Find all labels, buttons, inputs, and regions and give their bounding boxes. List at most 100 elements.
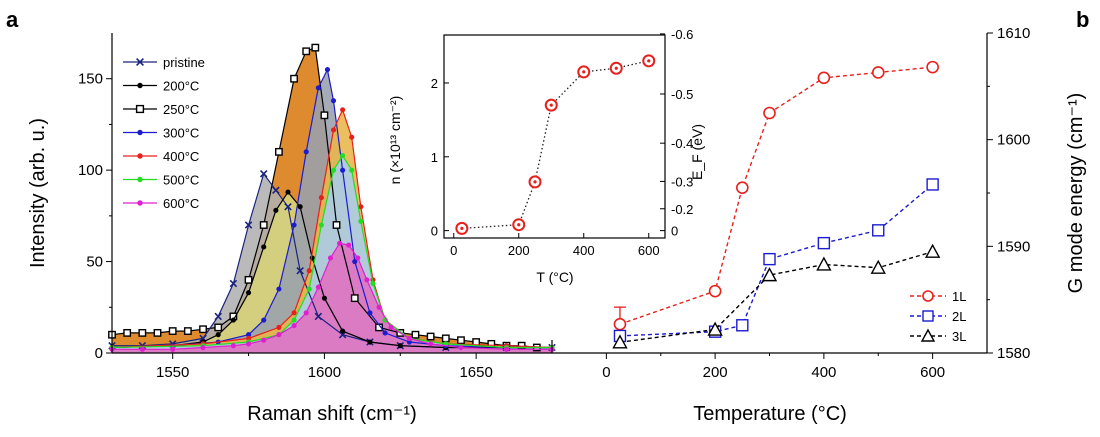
spectrum-point [272,186,280,195]
g-mode-line [619,251,933,343]
spectrum-point [355,255,361,261]
g-mode-point [817,236,831,250]
spectrum-point [276,332,282,338]
g-mode-point [736,181,749,194]
spectrum-point [332,221,341,229]
x-tick-label: 0 [602,364,610,381]
legend-marker [136,58,144,66]
g-mode-point [763,252,776,266]
spectrum-point [426,332,435,341]
inset-point-center [582,70,586,74]
spectrum-point [364,277,370,283]
spectrum-point [200,344,206,351]
y-tick-label: 150 [78,71,103,88]
spectrum-point [230,343,236,349]
spectrum-point [318,195,324,201]
inset-background [432,30,670,240]
spectrum-point [296,266,304,275]
g-mode-point [736,319,749,332]
spectrum-point [346,242,352,248]
spectrum-point [397,343,403,349]
spectrum-point [458,344,464,351]
spectrum-point [358,204,364,210]
g-mode-point [707,321,723,336]
inset-point-center [517,223,521,227]
legend-label: 300°C [163,126,199,141]
inset-y2-tick-label: -0.4 [671,136,693,151]
spectrum-point [314,312,323,321]
inset-point-center [647,59,651,63]
y-tick-label: 1610 [997,25,1030,42]
legend-label: 500°C [163,173,199,188]
spectra-legend: pristine 200°C 250°C 300°C 400°C 500°C 600°C [123,55,205,211]
legend-marker [137,129,143,136]
spectrum-point [324,67,331,73]
spectrum-point [306,286,312,292]
spectrum-point [367,339,373,345]
spectrum-point [315,284,321,290]
spectrum-point [320,111,329,120]
spectrum-point [138,341,147,350]
inset-point [609,61,623,75]
legend-label: 200°C [163,79,199,94]
spectrum-point [382,330,388,336]
spectrum-point [330,127,337,133]
x-tick-label: 1650 [459,364,492,381]
legend-marker [137,82,143,89]
legend-label: pristine [163,55,205,70]
spectrum-point [406,335,412,341]
spectrum-point [406,339,412,345]
spectrum-point [291,323,297,329]
inset-point [528,175,542,189]
inset-y-tick-label: 2 [431,76,438,91]
g-mode-point [708,284,722,298]
spectrum-point-stroke [199,334,207,343]
spectrum-point [291,222,297,228]
x-tick-label: 600 [920,364,945,381]
inset-axes: 0 200 400 600 0 1 2 0 -0.2 -0.3 -0.4 -0.5 -0.6 T (°C)… [387,27,705,285]
x-axis-title: Raman shift (cm⁻¹) [247,403,416,425]
inset-y-axis-title: n (×10¹³ cm⁻²) [387,96,403,185]
inset-series [455,54,656,235]
legend-label: 600°C [163,196,199,211]
g-mode-point [924,243,941,258]
legend-marker [137,176,143,183]
x-tick-label: 1550 [156,364,189,381]
spectrum-point [285,189,291,195]
spectrum-point [199,325,207,334]
spectrum-point [370,280,376,287]
y-axis-title: G mode energy (cm⁻¹) [1065,93,1087,294]
spectrum-point [245,290,252,296]
spectrum-point [230,317,236,323]
temperature-axes: 0 200 400 600 1580 1590 1600 1610 Temperature (°… [552,25,1087,425]
inset-x-tick-label: 400 [573,243,595,258]
spectrum-point [303,310,309,316]
spectrum-point [214,323,223,332]
spectrum-point [245,332,252,338]
inset-y2-tick-label: -0.2 [671,202,693,217]
g-mode-point [817,71,831,85]
spectrum-point [457,336,465,345]
spectrum-point [259,221,268,229]
inset-point-center [549,103,553,107]
inset-y2-tick-label: 0 [671,224,678,239]
legend-label: 1L [952,289,966,304]
spectrum-point [229,279,238,288]
spectrum-point [261,337,267,343]
spectrum-point [245,341,252,347]
spectrum-point [302,47,311,56]
spectrum-point [318,222,324,228]
spectrum-point [291,317,297,323]
legend-marker [920,328,936,342]
spectrum-point [340,167,346,173]
inset-x-tick-label: 600 [638,243,660,258]
g-mode-energy-plot: 0 200 400 600 1580 1590 1600 1610 Temperature (°… [552,25,1087,425]
spectrum-point-stroke [314,312,323,321]
spectrum-point [388,324,394,330]
spectrum-point [290,74,298,83]
spectrum-point [276,286,282,292]
legend-label: 400°C [163,149,199,164]
layer-legend: 1L 2L 3L [910,289,966,344]
spectrum-point-stroke [272,186,280,195]
